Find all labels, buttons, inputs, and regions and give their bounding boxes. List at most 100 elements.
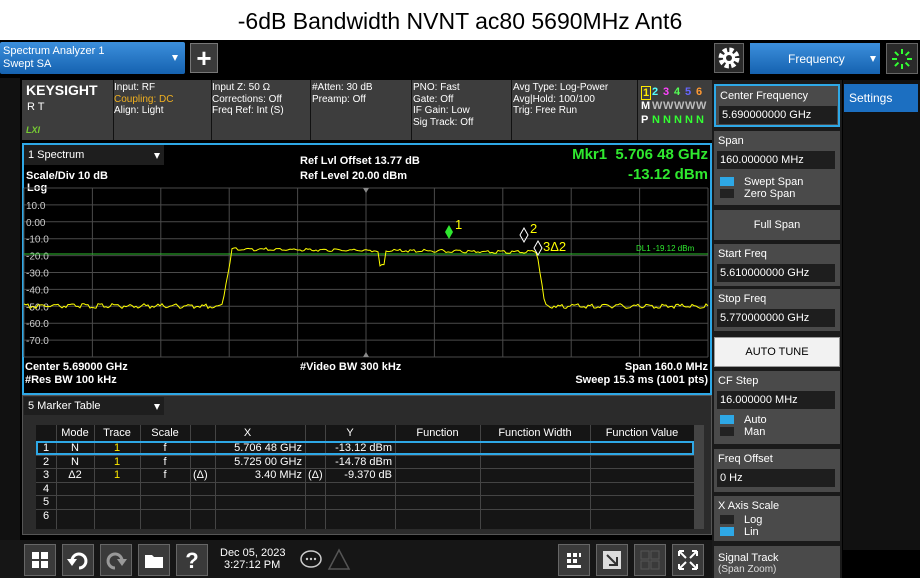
- span-readout: Span 160.0 MHz: [624, 361, 708, 373]
- column-header: Mode: [61, 427, 89, 439]
- signal-track-key[interactable]: Signal Track (Span Zoom): [714, 546, 840, 578]
- softkey-value: 0 Hz: [717, 469, 835, 487]
- trace-indicator: N: [696, 114, 704, 126]
- status-text: Coupling: DC: [114, 93, 174, 105]
- table-cell: Δ2: [68, 469, 82, 481]
- table-name: 5 Marker Table: [28, 400, 101, 412]
- trace-indicator: 2: [652, 86, 659, 98]
- status-text: IF Gain: Low: [413, 105, 470, 116]
- date: Dec 05, 2023: [220, 547, 286, 559]
- status-text: Freq Ref: Int (S): [212, 105, 284, 116]
- trace-indicator: 5: [685, 86, 692, 98]
- column-divider: [325, 425, 326, 529]
- softkey-label: Freq Offset: [718, 453, 773, 465]
- rt-indicator: R T: [27, 101, 45, 113]
- center-freq-key[interactable]: Center Frequency 5.690000000 GHz: [714, 84, 840, 127]
- settings-label: Settings: [849, 91, 893, 105]
- radio-indicator: [720, 427, 734, 436]
- table-cell: 2: [42, 455, 50, 468]
- fullscreen-button[interactable]: [672, 544, 704, 576]
- dropdown-arrow: [154, 404, 160, 410]
- trace-indicator: N: [663, 114, 671, 126]
- selected-row: [36, 441, 694, 455]
- trace-indicator: 3: [663, 86, 670, 98]
- row-divider: [36, 481, 694, 483]
- table-cell: 5: [42, 496, 50, 508]
- span-mode-key[interactable]: Swept Span Zero Span: [714, 173, 840, 205]
- cf-mode-key[interactable]: Auto Man: [714, 411, 840, 444]
- status-text: Avg Type: Log-Power: [513, 82, 609, 93]
- status-divider: [211, 80, 212, 140]
- softkey-label: Start Freq: [718, 248, 767, 260]
- table-cell: -13.12 dBm: [335, 442, 392, 454]
- title-bar: [0, 0, 920, 40]
- instrument-tab[interactable]: Spectrum Analyzer 1 Swept SA: [0, 42, 185, 74]
- radio-indicator: [720, 415, 734, 424]
- status-text: Trig: Free Run: [513, 105, 578, 116]
- dropdown-arrow: [870, 56, 876, 62]
- center-freq: Center 5.69000 GHz: [25, 361, 128, 373]
- trace-indicator: W: [696, 100, 707, 112]
- column-divider: [395, 425, 396, 529]
- chat-button[interactable]: [298, 547, 324, 573]
- help-button[interactable]: ?: [176, 544, 208, 576]
- status-text: Avg|Hold: 100/100: [513, 93, 595, 105]
- layout-button[interactable]: [634, 544, 666, 576]
- softkey-value-text: 5.690000000 GHz: [722, 109, 812, 121]
- table-header: [24, 397, 164, 415]
- file-button[interactable]: [138, 544, 170, 576]
- lxi-logo: LXI: [26, 125, 41, 135]
- status-text: Gate: Off: [413, 93, 454, 105]
- column-divider: [480, 425, 481, 529]
- row-divider: [36, 468, 694, 469]
- softkey-value: 5.770000000 GHz: [717, 309, 835, 327]
- alert-icon: [326, 547, 352, 573]
- table-cell: -14.78 dBm: [335, 455, 392, 468]
- screenshot-button[interactable]: [596, 544, 628, 576]
- status-divider: [511, 80, 512, 140]
- video-bw: #Video BW 300 kHz: [300, 361, 402, 373]
- table-cell: (Δ): [308, 469, 323, 481]
- status-text: Preamp: Off: [312, 93, 366, 105]
- cf-step-key[interactable]: CF Step 16.000000 MHz: [714, 371, 840, 411]
- column-divider: [305, 425, 306, 529]
- keypad-button[interactable]: [558, 544, 590, 576]
- table-cell: N: [71, 455, 79, 468]
- frequency-tab[interactable]: Frequency: [750, 43, 880, 74]
- menu-name: Frequency: [788, 52, 845, 66]
- scale-div: Scale/Div 10 dB: [26, 170, 108, 182]
- table-cell: (Δ): [193, 469, 208, 481]
- row-divider: [36, 495, 694, 496]
- status-text: #Atten: 30 dB: [312, 82, 373, 93]
- radio-indicator: [720, 177, 734, 186]
- table-cell: N: [71, 442, 79, 454]
- trace-indicator: 4: [674, 86, 681, 98]
- table-cell: -9.370 dB: [344, 469, 392, 481]
- undo-button[interactable]: [62, 544, 94, 576]
- status-text: Input: RF: [114, 82, 156, 93]
- button-label: AUTO TUNE: [745, 346, 809, 358]
- trace-indicator: N: [674, 114, 682, 126]
- add-button[interactable]: +: [190, 43, 218, 73]
- svg-text:?: ?: [185, 548, 198, 573]
- settings-tab[interactable]: Settings: [844, 84, 918, 112]
- trace-indicator: N: [685, 114, 693, 126]
- redo-button[interactable]: [100, 544, 132, 576]
- settings-gear[interactable]: [714, 43, 744, 73]
- freq-offset-key[interactable]: Freq Offset 0 Hz: [714, 449, 840, 492]
- radio-indicator: [720, 527, 734, 536]
- status-text: Input Z: 50 Ω: [212, 82, 271, 93]
- start-freq-key[interactable]: Start Freq 5.610000000 GHz: [714, 244, 840, 286]
- x-axis-key[interactable]: X Axis Scale Log Lin: [714, 496, 840, 541]
- span-key[interactable]: Span 160.000000 MHz: [714, 131, 840, 173]
- full-span-key[interactable]: Full Span: [714, 210, 840, 240]
- trace-indicator: P: [641, 114, 649, 126]
- windows-button[interactable]: [24, 544, 56, 576]
- auto-tune-key[interactable]: AUTO TUNE: [714, 337, 840, 367]
- dropdown-arrow: [154, 153, 160, 159]
- window-header: [24, 145, 164, 165]
- trace-indicator: W: [652, 100, 663, 112]
- stop-freq-key[interactable]: Stop Freq 5.770000000 GHz: [714, 289, 840, 331]
- column-header: Y: [346, 427, 354, 439]
